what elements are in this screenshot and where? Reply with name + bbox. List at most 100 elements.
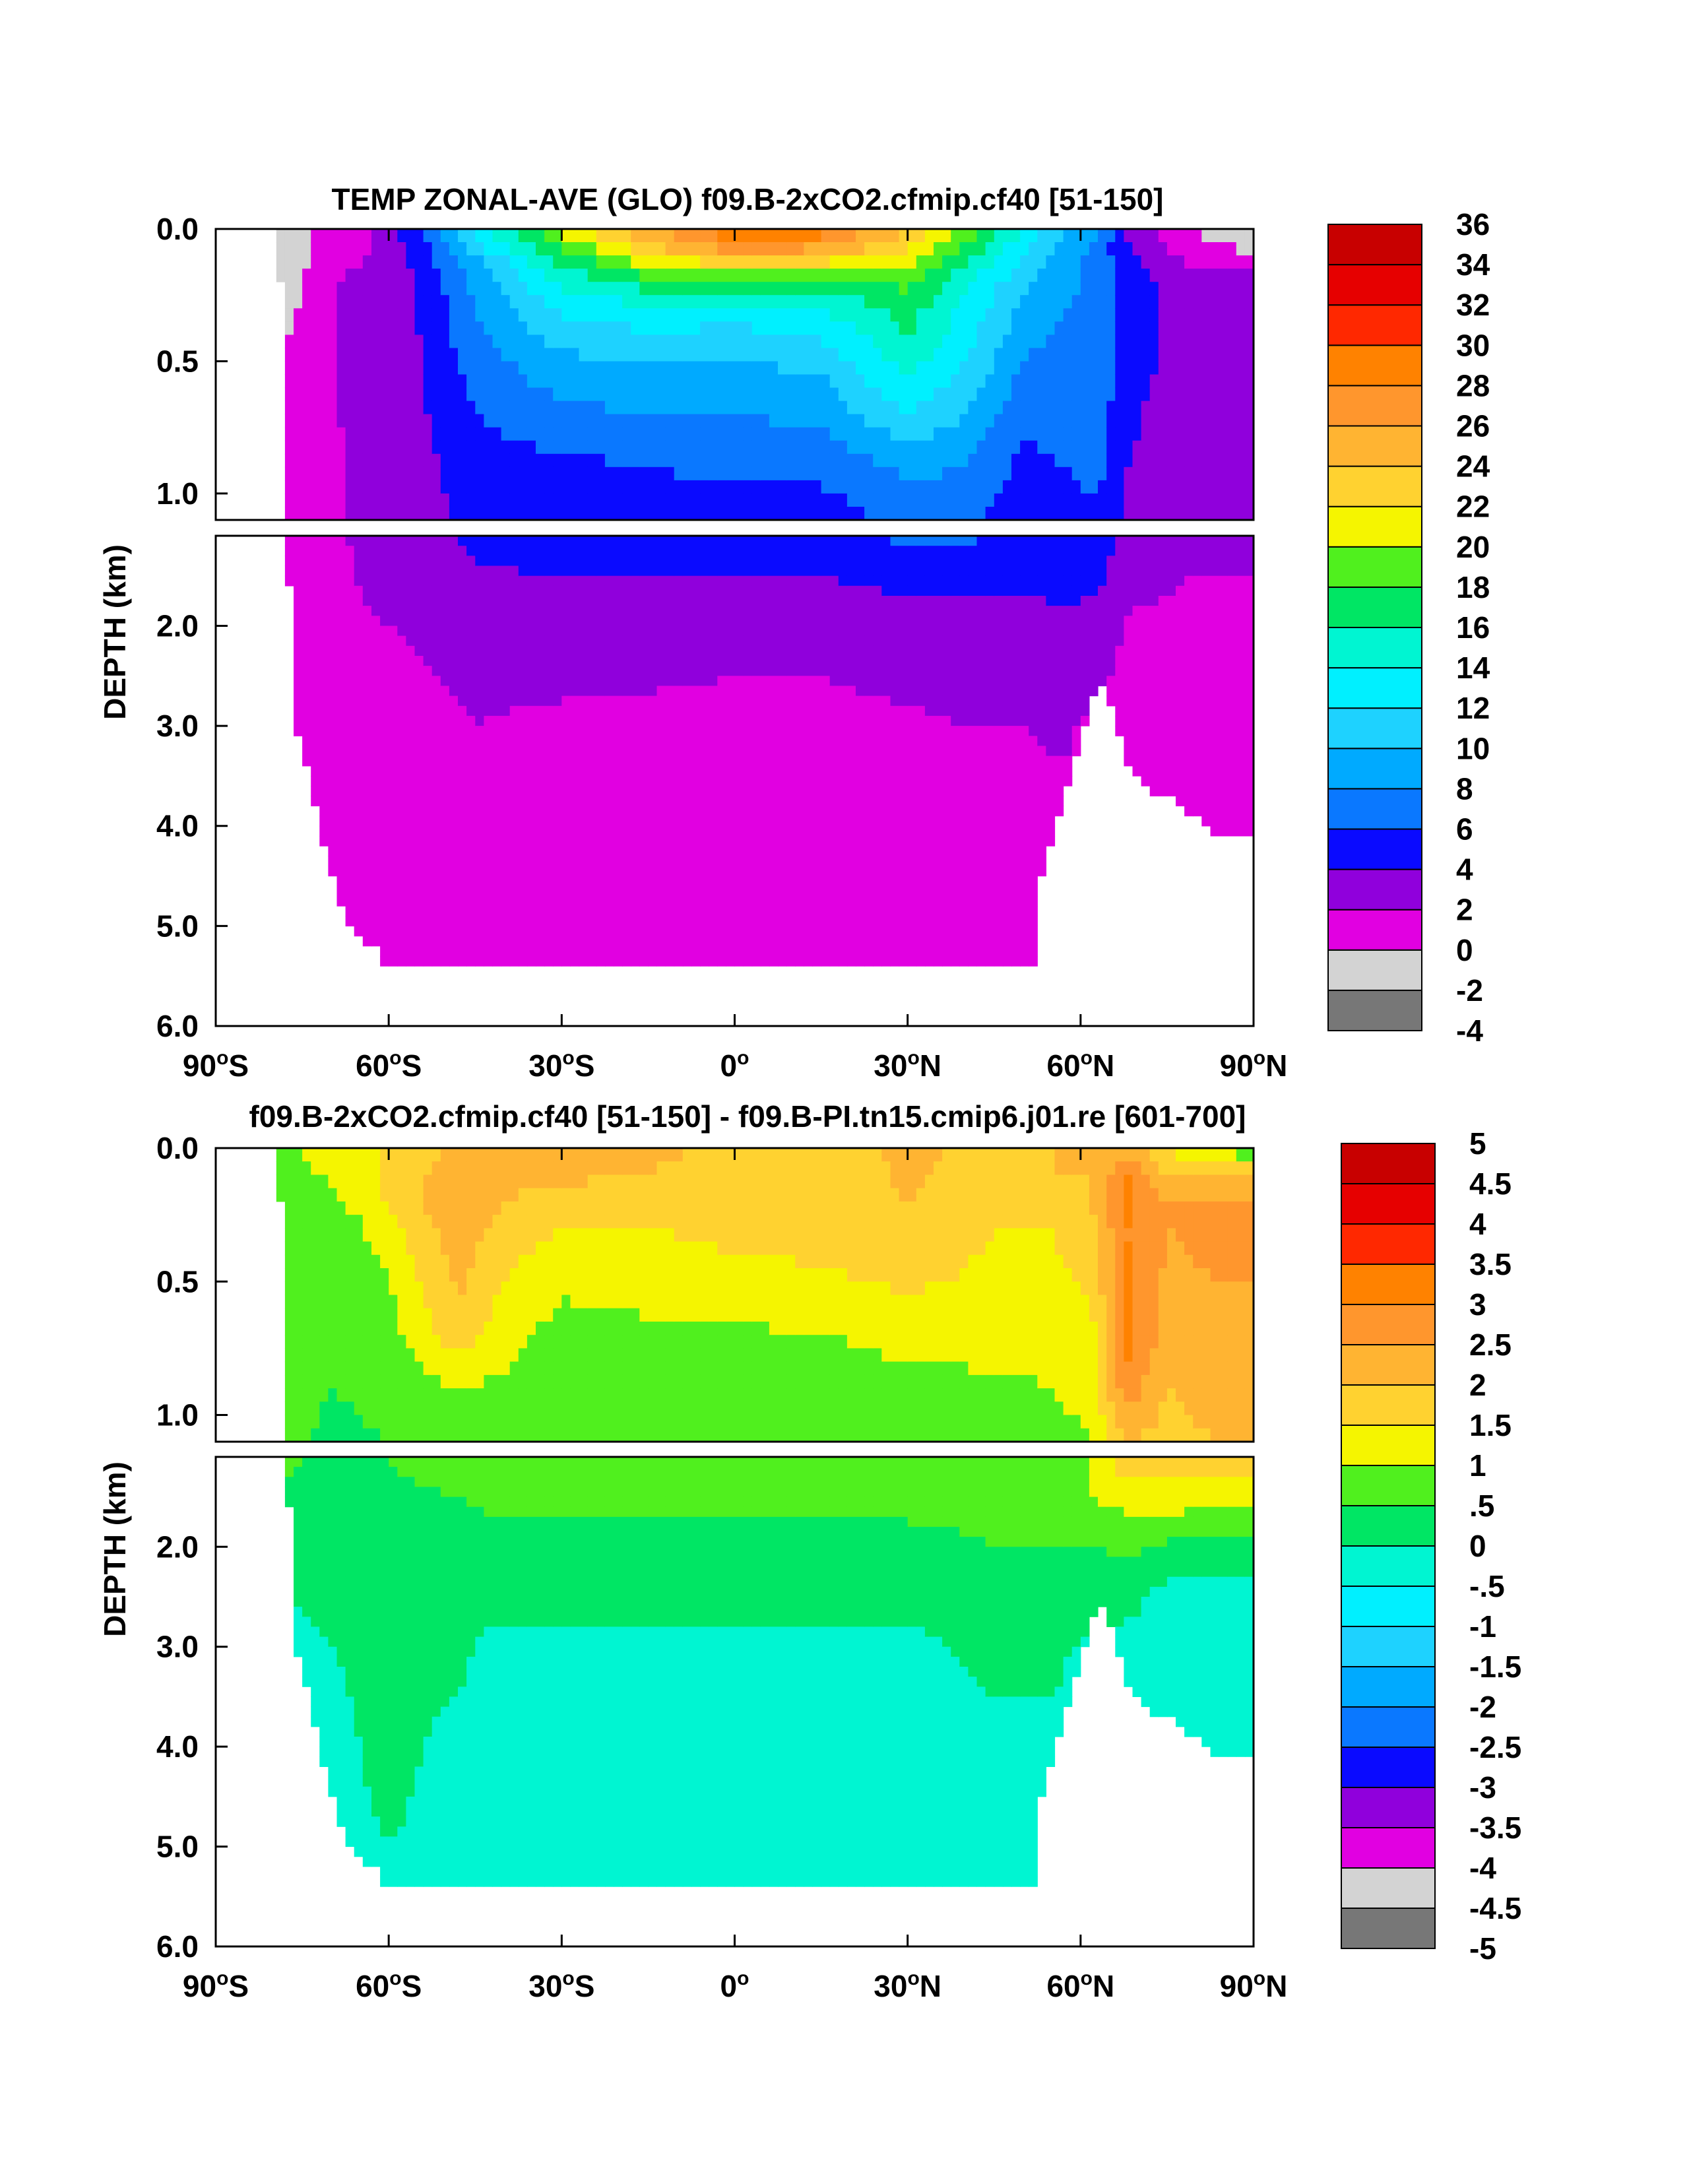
field-cell: [734, 466, 744, 481]
field-cell: [994, 401, 1004, 415]
field-cell: [492, 536, 502, 546]
field-cell: [302, 666, 311, 676]
field-cell: [1054, 361, 1064, 375]
field-cell: [466, 348, 476, 362]
field-cell: [614, 955, 623, 967]
field-cell: [570, 507, 580, 521]
field-cell: [622, 835, 631, 847]
field-cell: [380, 493, 389, 507]
field-cell: [362, 606, 372, 616]
field-cell: [743, 255, 753, 269]
field-cell: [769, 536, 779, 546]
field-cell: [656, 242, 666, 256]
field-cell: [492, 946, 502, 957]
field-cell: [916, 493, 926, 507]
field-cell: [717, 676, 726, 687]
field-cell: [526, 816, 536, 827]
field-cell: [700, 765, 709, 777]
field-cell: [856, 466, 865, 481]
field-cell: [959, 335, 969, 348]
field-cell: [466, 906, 476, 916]
field-cell: [561, 885, 571, 897]
field-cell: [561, 507, 571, 521]
field-cell: [1071, 493, 1081, 507]
field-cell: [614, 835, 623, 847]
field-cell: [362, 361, 372, 375]
field-cell: [812, 635, 822, 647]
field-cell: [449, 507, 459, 521]
field-cell: [631, 335, 640, 348]
field-cell: [751, 269, 761, 282]
field-cell: [311, 705, 320, 717]
field-cell: [656, 348, 666, 362]
field-cell: [674, 686, 684, 697]
field-cell: [856, 335, 865, 348]
field-cell: [553, 825, 562, 837]
field-cell: [795, 726, 804, 736]
field-cell: [1054, 466, 1064, 481]
field-cell: [717, 906, 726, 916]
field-cell: [726, 480, 736, 494]
field-cell: [284, 480, 294, 494]
field-cell: [466, 676, 476, 687]
field-cell: [294, 556, 303, 567]
field-cell: [751, 308, 761, 322]
field-cell: [501, 726, 511, 736]
field-cell: [614, 453, 623, 468]
field-cell: [501, 775, 511, 787]
field-cell: [466, 575, 476, 587]
field-cell: [302, 616, 311, 627]
field-cell: [553, 536, 562, 546]
field-cell: [976, 282, 986, 296]
field-cell: [561, 816, 571, 827]
field-cell: [985, 269, 995, 282]
field-cell: [778, 335, 787, 348]
field-cell: [1201, 348, 1211, 362]
field-cell: [846, 453, 856, 468]
field-cell: [371, 440, 381, 455]
field-cell: [881, 414, 891, 428]
field-cell: [691, 645, 701, 657]
field-cell: [856, 493, 865, 507]
field-cell: [389, 414, 398, 428]
field-cell: [838, 440, 848, 455]
field-cell: [674, 846, 684, 856]
field-cell: [484, 816, 494, 827]
field-cell: [579, 666, 589, 676]
field-cell: [1089, 427, 1099, 441]
field-cell: [604, 876, 614, 887]
field-cell: [587, 556, 597, 567]
field-cell: [526, 895, 536, 907]
field-cell: [656, 765, 666, 777]
field-cell: [336, 565, 346, 577]
field-cell: [778, 656, 787, 666]
field-cell: [1115, 507, 1124, 521]
field-cell: [579, 885, 589, 897]
field-cell: [665, 361, 675, 375]
field-cell: [700, 335, 709, 348]
field-cell: [1227, 427, 1237, 441]
field-cell: [440, 335, 450, 348]
field-cell: [423, 955, 433, 967]
field-cell: [1037, 282, 1046, 296]
field-cell: [1080, 480, 1090, 494]
field-cell: [1046, 335, 1056, 348]
field-cell: [656, 695, 666, 707]
field-cell: [371, 635, 381, 647]
field-cell: [994, 507, 1004, 521]
field-cell: [1080, 507, 1090, 521]
field-cell: [449, 856, 459, 866]
field-cell: [1089, 255, 1099, 269]
field-cell: [934, 440, 943, 455]
field-cell: [924, 255, 934, 269]
field-cell: [319, 765, 329, 777]
field-cell: [484, 946, 494, 957]
field-cell: [501, 895, 511, 907]
field-cell: [743, 321, 753, 335]
field-cell: [336, 536, 346, 546]
field-cell: [812, 616, 822, 627]
field-cell: [838, 507, 848, 521]
field-cell: [1210, 229, 1220, 243]
field-cell: [1080, 361, 1090, 375]
field-cell: [786, 585, 796, 596]
